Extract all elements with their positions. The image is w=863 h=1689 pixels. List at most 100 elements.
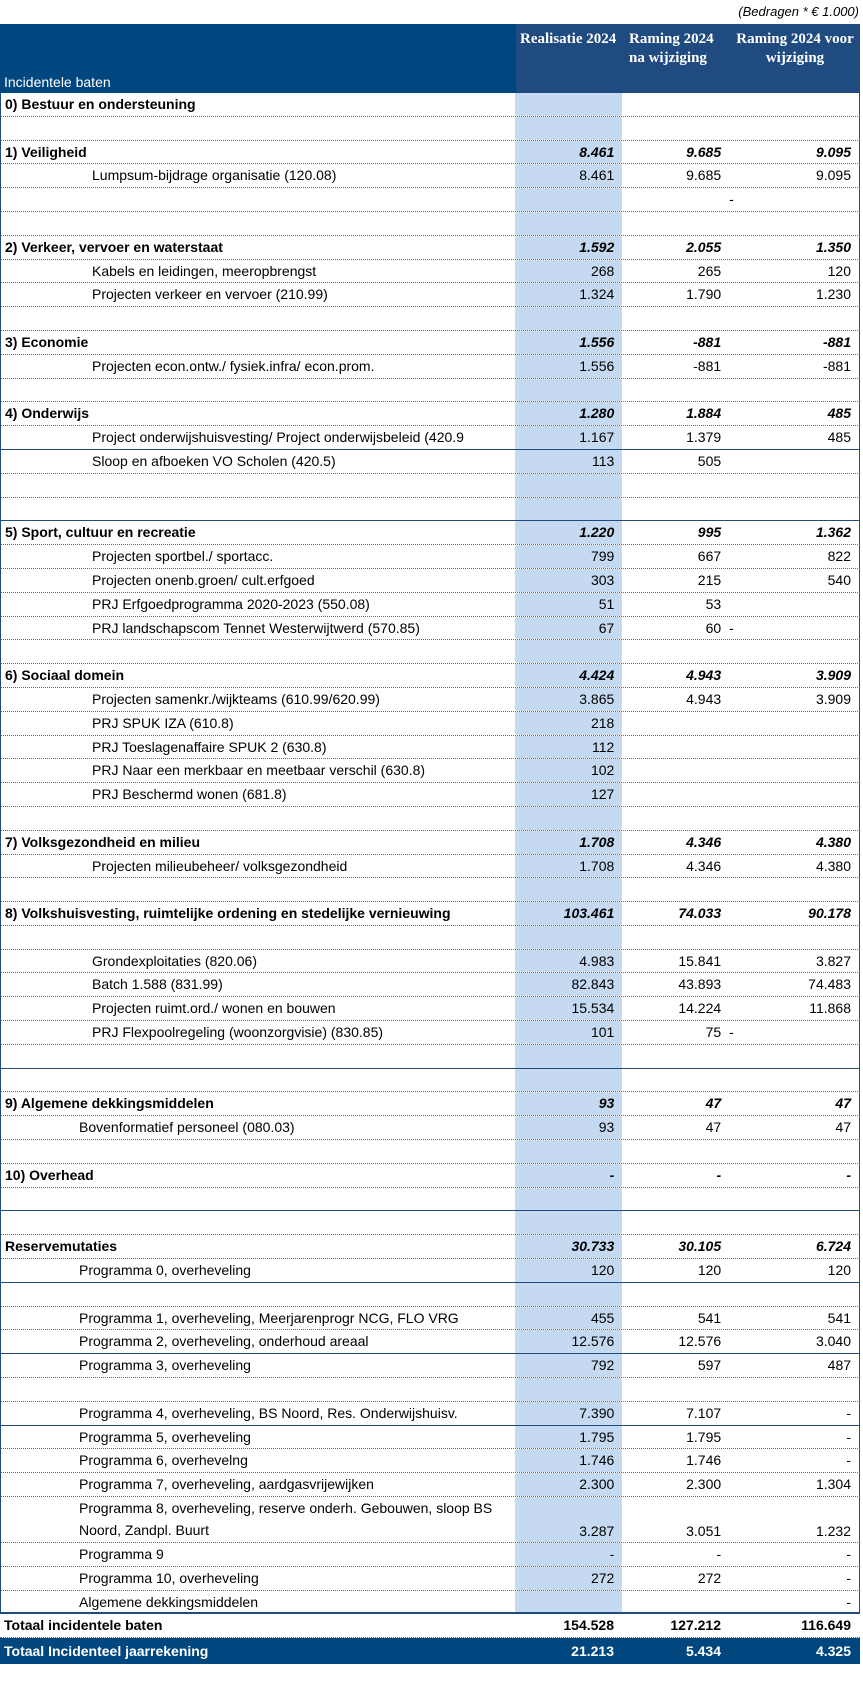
realisatie-value xyxy=(515,1282,623,1306)
realisatie-value: 272 xyxy=(515,1566,623,1590)
row-label xyxy=(1,117,515,140)
raming-na-value: 1.746 xyxy=(686,1452,722,1469)
row-label xyxy=(1,498,515,521)
raming-na-value: 7.107 xyxy=(686,1404,722,1421)
raming-na-value: 4.346 xyxy=(686,857,722,874)
raming-na-value: 30.105 xyxy=(678,1238,722,1255)
realisatie-value: - xyxy=(515,1163,623,1187)
row-label: 2) Verkeer, vervoer en waterstaat xyxy=(5,238,223,255)
raming-na-value: 14.224 xyxy=(678,1000,722,1017)
raming-na-value xyxy=(622,1378,729,1401)
raming-voor-value: 120 xyxy=(827,262,851,279)
raming-na-value: 2.055 xyxy=(686,238,722,255)
header-raming-na: Raming 2024 na wijziging xyxy=(623,24,730,93)
row-label: 3) Economie xyxy=(5,333,89,350)
row-label: Programma 4, overheveling, BS Noord, Res… xyxy=(79,1404,458,1421)
row-label: 1) Veiligheid xyxy=(5,143,87,160)
blank-row xyxy=(0,497,860,522)
raming-voor-value: 3.040 xyxy=(815,1333,852,1350)
table-row: Programma 9 - - - xyxy=(0,1543,860,1567)
raming-voor-value: - xyxy=(846,1404,852,1421)
realisatie-value: 1.708 xyxy=(515,830,623,854)
raming-na-value: 1.795 xyxy=(686,1428,722,1445)
realisatie-value: 1.708 xyxy=(515,854,623,878)
raming-na-value xyxy=(622,878,729,901)
raming-voor-value: - xyxy=(846,1569,852,1586)
row-label: Projecten milieubeheer/ volksgezondheid xyxy=(92,857,348,874)
realisatie-value: 82.843 xyxy=(515,973,623,997)
realisatie-value: 268 xyxy=(515,259,623,283)
realisatie-value: 7.390 xyxy=(515,1401,623,1425)
raming-na-value: 995 xyxy=(697,524,722,541)
raming-voor-value xyxy=(729,1188,859,1211)
row-label xyxy=(1,212,515,235)
raming-voor-value: -881 xyxy=(822,357,851,374)
row-label: Programma 6, overhevelng xyxy=(79,1452,248,1469)
table-header: Incidentele baten Realisatie 2024 Raming… xyxy=(0,24,860,93)
row-label xyxy=(1,474,515,497)
raming-voor-value: - xyxy=(846,1166,851,1183)
table-row: Project onderwijshuisvesting/ Project on… xyxy=(0,426,860,450)
section-row: 9) Algemene dekkingsmiddelen 93 47 47 xyxy=(0,1092,860,1117)
raming-na-value: 4.346 xyxy=(686,833,722,850)
row-label: Projecten verkeer en vervoer (210.99) xyxy=(92,286,328,303)
row-label xyxy=(1,379,515,402)
realisatie-value: 455 xyxy=(515,1306,623,1330)
raming-voor-value xyxy=(729,212,859,235)
row-label xyxy=(1,640,515,663)
raming-na-value xyxy=(622,640,729,663)
row-label: 7) Volksgezondheid en milieu xyxy=(5,833,200,850)
raming-na-value: - xyxy=(716,1546,722,1563)
raming-voor-value: 120 xyxy=(827,1262,852,1279)
raming-voor-value xyxy=(729,1211,859,1234)
blank-row xyxy=(0,1044,860,1069)
realisatie-value: 1.280 xyxy=(515,402,623,426)
realisatie-value: 2.300 xyxy=(515,1473,623,1497)
row-label: PRJ SPUK IZA (610.8) xyxy=(92,714,234,731)
realisatie-value: 1.324 xyxy=(515,283,623,307)
raming-voor-value: 1.304 xyxy=(815,1476,852,1493)
raming-voor-value: - xyxy=(846,1428,852,1445)
section-row: 0) Bestuur en ondersteuning xyxy=(0,93,860,117)
total-row: Totaal incidentele baten 154.528 127.212… xyxy=(0,1614,860,1639)
raming-na-value: 53 xyxy=(705,595,722,612)
raming-na-value xyxy=(622,1140,729,1163)
blank-row xyxy=(0,1282,860,1307)
row-label: 4) Onderwijs xyxy=(5,405,90,422)
row-label xyxy=(1,1140,515,1163)
row-label xyxy=(1,926,515,949)
row-label: Programma 10, overheveling xyxy=(79,1569,259,1586)
row-label: PRJ landschapscom Tennet Westerwijtwerd … xyxy=(92,619,420,636)
raming-voor-value: 74.483 xyxy=(808,976,851,993)
realisatie-value: 792 xyxy=(515,1354,623,1378)
realisatie-value: 103.461 xyxy=(515,902,623,925)
table-row: PRJ Naar een merkbaar en meetbaar versch… xyxy=(0,759,860,784)
table-row: PRJ Toeslagenaffaire SPUK 2 (630.8) 112 xyxy=(0,735,860,760)
row-label: 10) Overhead xyxy=(5,1166,94,1183)
raming-voor-value xyxy=(729,1283,859,1306)
raming-voor-value: 1.230 xyxy=(815,286,851,303)
row-label: Sloop en afboeken VO Scholen (420.5) xyxy=(92,452,336,469)
raming-voor-value: 9.095 xyxy=(815,167,851,184)
table-row: Projecten samenkr./wijkteams (610.99/620… xyxy=(0,687,860,712)
row-label xyxy=(1,1211,515,1234)
table-row: Projecten ruimt.ord./ wonen en bouwen 15.… xyxy=(0,997,860,1022)
realisatie-value xyxy=(515,1068,623,1092)
realisatie-value xyxy=(515,640,623,664)
blank-row xyxy=(0,640,860,665)
raming-voor-value xyxy=(729,807,859,830)
table-row: Projecten milieubeheer/ volksgezondheid 1… xyxy=(0,854,860,879)
table-row: Bovenformatief personeel (080.03) 93 47 47 xyxy=(0,1116,860,1141)
raming-na-value: 9.685 xyxy=(686,167,722,184)
raming-na-value: 2.300 xyxy=(686,1476,722,1493)
section-row: 10) Overhead - - - xyxy=(0,1163,860,1188)
raming-voor-value: 487 xyxy=(827,1357,852,1374)
raming-voor-value xyxy=(729,1140,859,1163)
grand-total-value: 4.325 xyxy=(815,1643,851,1660)
raming-na-value: 597 xyxy=(697,1357,722,1374)
realisatie-value xyxy=(515,378,623,402)
table-row: PRJ Beschermd wonen (681.8) 127 xyxy=(0,783,860,807)
grand-total-value: 21.213 xyxy=(571,1643,614,1660)
realisatie-value xyxy=(515,116,623,140)
row-label: 0) Bestuur en ondersteuning xyxy=(5,96,196,112)
